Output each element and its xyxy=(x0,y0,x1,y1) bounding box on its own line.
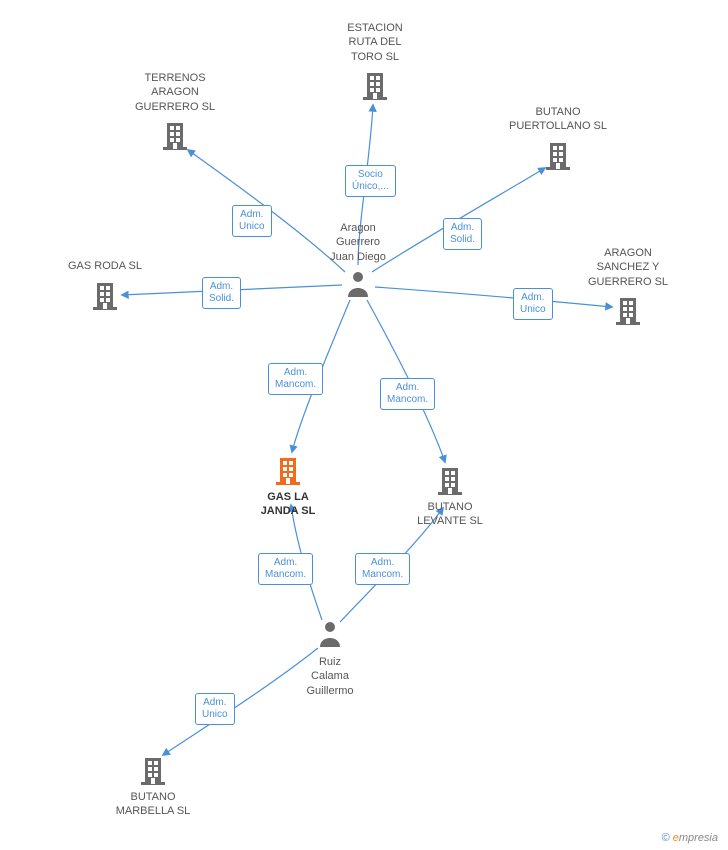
building-icon xyxy=(276,458,300,485)
node-label: Aragon Guerrero Juan Diego xyxy=(303,221,413,264)
node-label: BUTANO MARBELLA SL xyxy=(98,790,208,819)
edge xyxy=(375,287,612,307)
edge-label: Adm. Mancom. xyxy=(268,363,323,395)
person-icon xyxy=(348,272,368,297)
building-icon xyxy=(141,758,165,785)
brand-rest: mpresia xyxy=(679,832,718,844)
edge-label: Adm. Mancom. xyxy=(380,378,435,410)
edge-label: Adm. Solid. xyxy=(443,218,482,250)
building-icon xyxy=(438,468,462,495)
node-label: ESTACION RUTA DEL TORO SL xyxy=(320,21,430,64)
edge-label: Adm. Mancom. xyxy=(355,553,410,585)
edge-label: Adm. Unico xyxy=(195,693,235,725)
copyright: © empresia xyxy=(662,832,718,844)
edge-label: Socio Único,... xyxy=(345,165,396,197)
node-label: Ruiz Calama Guillermo xyxy=(275,655,385,698)
diagram-canvas xyxy=(0,0,728,850)
node-label: TERRENOS ARAGON GUERRERO SL xyxy=(120,71,230,114)
building-icon xyxy=(363,73,387,100)
node-label: ARAGON SANCHEZ Y GUERRERO SL xyxy=(573,246,683,289)
edge-label: Adm. Unico xyxy=(232,205,272,237)
node-label: BUTANO PUERTOLLANO SL xyxy=(503,105,613,134)
person-icon xyxy=(320,622,340,647)
node-label: GAS RODA SL xyxy=(50,259,160,273)
edge-label: Adm. Solid. xyxy=(202,277,241,309)
building-icon xyxy=(616,298,640,325)
node-label: GAS LA JANDA SL xyxy=(233,490,343,519)
building-icon xyxy=(163,123,187,150)
building-icon xyxy=(93,283,117,310)
building-icon xyxy=(546,143,570,170)
copyright-symbol: © xyxy=(662,832,670,844)
edge-label: Adm. Mancom. xyxy=(258,553,313,585)
node-label: BUTANO LEVANTE SL xyxy=(395,500,505,529)
edge-label: Adm. Unico xyxy=(513,288,553,320)
